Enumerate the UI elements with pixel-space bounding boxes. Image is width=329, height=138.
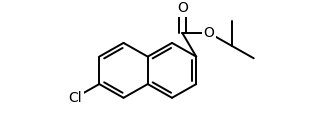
- Text: O: O: [203, 26, 214, 40]
- Text: Cl: Cl: [68, 91, 82, 105]
- Text: O: O: [177, 1, 188, 15]
